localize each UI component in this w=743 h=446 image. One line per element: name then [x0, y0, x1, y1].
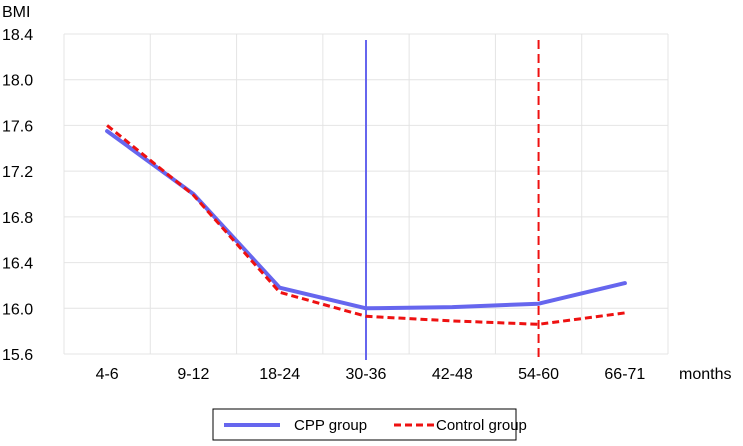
legend: CPP group Control group: [212, 408, 527, 441]
series-line-control-group: [106, 124, 626, 326]
y-tick-label: 16.0: [2, 301, 33, 318]
y-tick-label: 17.2: [2, 164, 33, 181]
y-axis-ticks: 18.4 18.0 17.6 17.2 16.8 16.4 16.0 15.6: [2, 27, 33, 364]
x-tick-label: 42-48: [432, 366, 473, 383]
x-tick-label: 66-71: [604, 366, 645, 383]
y-tick-label: 16.4: [2, 256, 33, 273]
y-tick-label: 18.4: [2, 27, 33, 44]
x-tick-label: 18-24: [259, 366, 300, 383]
y-tick-label: 15.6: [2, 347, 33, 364]
x-axis-ticks: 4-6 9-12 18-24 30-36 42-48 54-60 66-71: [96, 366, 646, 383]
x-tick-label: 54-60: [518, 366, 559, 383]
series-lines: [105, 124, 627, 326]
y-tick-label: 17.6: [2, 118, 33, 135]
reference-lines: [365, 40, 540, 360]
legend-label-control-group: Control group: [436, 417, 527, 434]
x-axis-label: months: [679, 366, 731, 383]
x-tick-label: 9-12: [177, 366, 209, 383]
y-axis-label: BMI: [2, 4, 30, 21]
x-tick-label: 30-36: [346, 366, 387, 383]
x-tick-label: 4-6: [96, 366, 119, 383]
legend-label-cpp-group: CPP group: [294, 417, 367, 434]
y-tick-label: 16.8: [2, 210, 33, 227]
y-tick-label: 18.0: [2, 73, 33, 90]
